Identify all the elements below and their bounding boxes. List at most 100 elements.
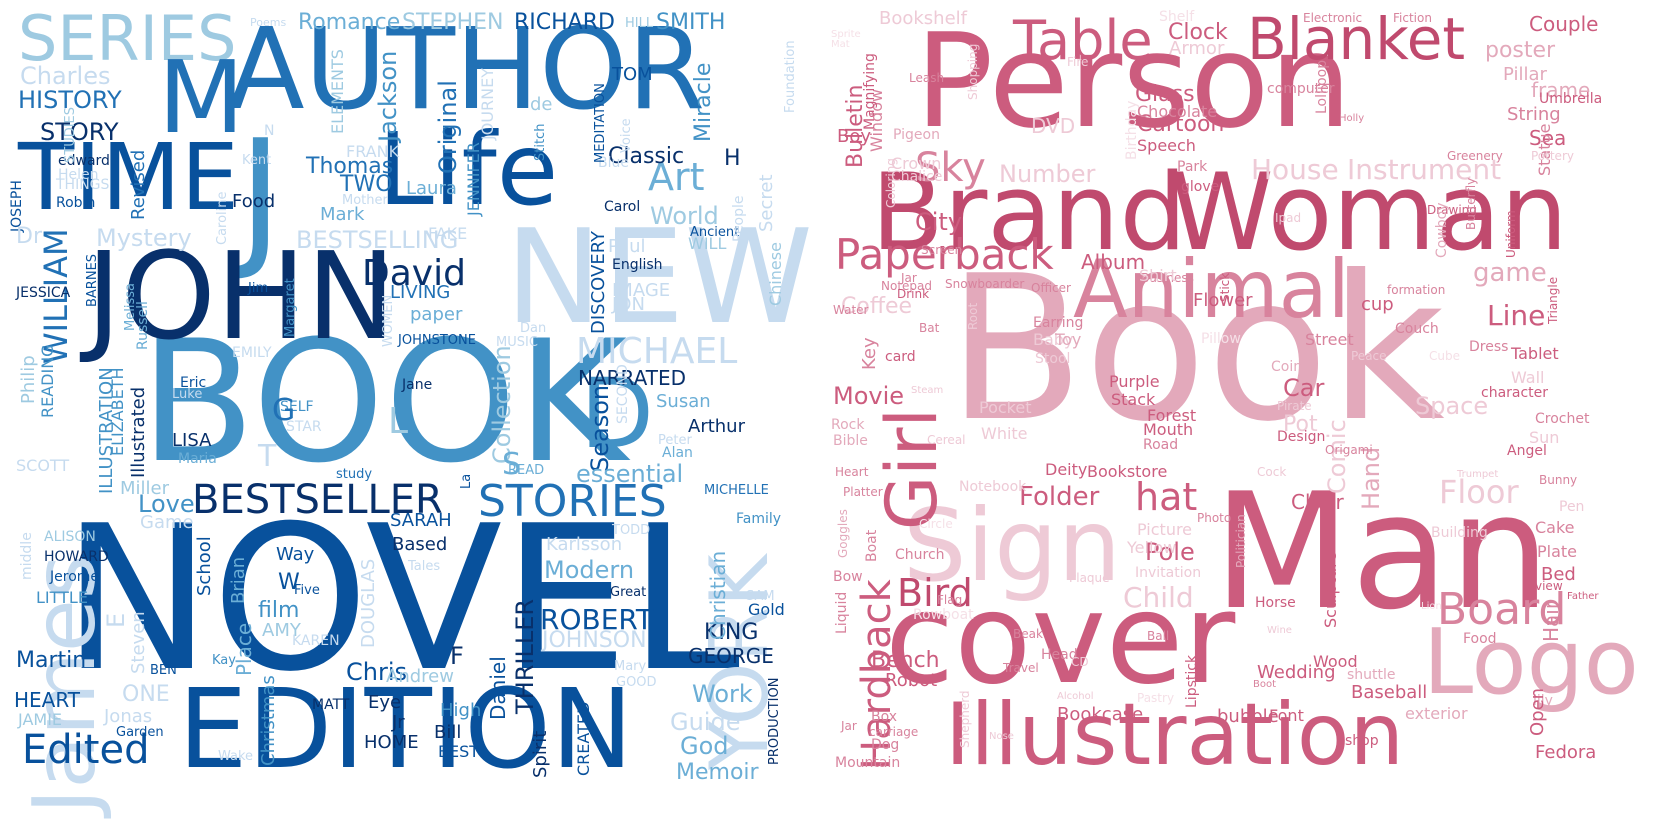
right-cloud-word: Street [1305,330,1354,349]
right-cloud-word: Jar [901,271,917,285]
right-cloud-word: Deity [1045,460,1088,479]
right-cloud-word: poster [1485,38,1556,63]
right-cloud-word: carriage [869,725,919,739]
left-cloud-word: MUSIC [496,335,538,350]
right-cloud-word: Church [895,547,945,563]
left-cloud-word: SARAH [390,510,452,531]
right-cloud-word: Cock [1257,465,1287,479]
left-cloud-word: SCOTT [16,456,70,475]
left-cloud-word: STORIES [478,476,667,527]
right-cloud-word: DVD [1031,114,1076,138]
right-cloud-word: Robot [885,670,938,691]
right-cloud-word: computer [1267,81,1335,97]
left-cloud-word: Stitch [533,123,548,161]
right-cloud-word: Pirate [1277,399,1312,413]
right-cloud-word: Wood [1313,652,1358,671]
left-cloud-word: Tales [408,559,441,574]
right-cloud-word: Coffee [841,294,913,319]
left-cloud-word: Food [232,191,276,212]
right-cloud-word: Shopping [966,43,980,100]
left-cloud-word: Poems [250,16,287,29]
right-cloud-word: Origami [1325,443,1373,457]
left-cloud-word: Five [294,583,320,598]
left-cloud-word: TWO [340,172,393,197]
right-cloud-word: Baby [1033,330,1074,349]
right-cloud-word: Peace [1351,349,1387,363]
left-cloud-word: Family [736,511,782,527]
left-cloud-word: RICHARD [514,10,615,35]
right-cloud-word: Shirt [1139,266,1177,285]
right-cloud-word: CD [1071,655,1089,669]
right-cloud-word: Pigeon [893,127,940,143]
right-cloud-word: Angel [1507,443,1547,459]
right-cloud-word: Number [999,160,1096,188]
right-cloud-word: Space [1415,392,1489,420]
right-cloud-word: Purple [1109,372,1160,391]
right-cloud-word: Floor [1439,473,1519,511]
right-cloud-word: Umbrella [1539,91,1603,107]
left-cloud-word: SELF [280,399,314,415]
left-cloud-word: T [258,439,277,474]
right-cloud-word: Bookshelf [879,8,967,29]
left-cloud-word: Eric [180,375,207,391]
left-cloud-word: Andrew [386,666,454,687]
left-cloud-word: JON [612,294,645,315]
right-cloud-word: Nose [989,731,1014,742]
left-cloud-word: Jackson [374,50,402,142]
right-cloud-word: Pot [1283,412,1318,437]
left-cloud-word: LISA [172,430,212,451]
left-cloud-word: Karlsson [546,534,623,555]
left-cloud-word: TOM [612,64,653,85]
left-cloud-word: GOOD [616,675,657,690]
left-cloud-word: Charles [20,62,111,90]
left-cloud-word: Ancient [690,225,740,240]
left-cloud-word: FAKE [428,224,468,243]
right-cloud-word: Tablet [1511,344,1559,363]
left-cloud-word: film [258,598,300,623]
right-cloud-word: hat [1135,475,1198,519]
left-cloud-word: Jim [248,281,269,296]
left-cloud-word: ALISON [44,529,96,545]
left-cloud-word: J [238,107,283,284]
right-cloud-word: Heart [835,465,869,479]
right-cloud-word: Bed [1541,564,1576,585]
right-cloud-word: Fiction [1393,11,1432,25]
right-cloud-word: Line [1487,299,1546,332]
left-cloud-word: Kent [242,153,272,168]
right-cloud-word: Pillow [1201,331,1241,347]
left-cloud-word: Modern [544,556,635,584]
left-cloud-word: Peter [658,433,692,448]
left-cloud-word: Christian [706,550,730,640]
left-cloud-word: Foundation [783,40,798,113]
left-cloud-word: Philip [18,355,39,404]
right-cloud-word: Fedora [1535,742,1597,763]
right-cloud-word: Lollipop [1314,59,1330,114]
left-cloud-word: TIME [18,124,239,231]
left-cloud-word: SERIES [18,2,237,75]
right-cloud-word: game [1473,258,1547,288]
left-cloud-word: AUTHOR [228,5,706,135]
right-cloud-word: Font [1269,706,1304,725]
left-cloud-word: NARRATED [578,366,687,390]
right-cloud-word: bubble [1217,706,1279,727]
left-cloud-word: Season [586,384,614,472]
right-cloud-word: Magnifying [862,53,878,130]
right-cloud-word: Sky [915,145,986,191]
left-cloud-word: IMAGE [612,280,671,301]
left-cloud-word: Steven [128,611,149,674]
right-cloud-word: Table [1013,9,1153,72]
right-cloud-word: Horse [1255,595,1296,611]
left-cloud-word: Guide [670,708,741,736]
right-cloud-word: Goggles [836,509,850,558]
right-cloud-word: Business [1141,271,1194,285]
right-cloud-word: Woman [1169,151,1568,274]
right-cloud-word: Flower [1193,290,1253,311]
left-cloud-word: HISTORY [18,86,122,114]
right-cloud-word: Earring [1033,315,1084,331]
right-cloud-word: Girl [871,408,953,530]
right-cloud-word: Alcohol [1057,691,1094,702]
left-cloud-word: Melissa [123,283,138,331]
left-cloud-word: MICHAEL [576,331,738,372]
left-cloud-word: SECOND [615,364,631,424]
left-cloud-word: MICHELLE [704,483,769,498]
